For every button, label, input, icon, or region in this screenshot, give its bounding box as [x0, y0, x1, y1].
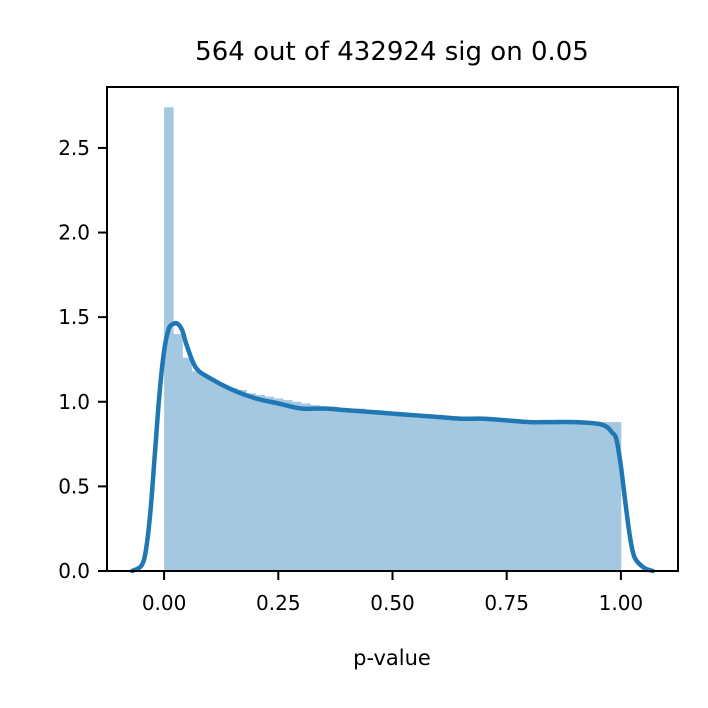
histogram-bar — [191, 371, 202, 571]
histogram-bar — [209, 381, 220, 571]
histogram-bar — [593, 422, 604, 571]
histogram-bar — [264, 396, 275, 571]
y-tick-label: 2.5 — [58, 136, 90, 160]
histogram-bar — [273, 398, 284, 571]
histogram-bar — [228, 388, 238, 571]
histogram-bar — [355, 408, 366, 571]
histogram-bar — [575, 422, 585, 571]
x-axis-ticks: 0.00 0.25 0.50 0.75 1.00 — [142, 571, 643, 615]
histogram-bar — [319, 406, 329, 571]
histogram-bar — [218, 384, 229, 571]
histogram-bar — [337, 408, 348, 571]
histogram-bar — [410, 413, 421, 571]
histogram-bar — [429, 415, 439, 571]
histogram-bar — [292, 401, 302, 571]
y-tick-label: 0.0 — [58, 559, 90, 583]
histogram-bar — [301, 403, 311, 571]
histogram-bar — [374, 410, 384, 571]
histogram-bar — [392, 411, 403, 571]
histogram-bar — [556, 423, 567, 571]
histogram-bar — [584, 422, 594, 571]
histogram-bar — [492, 418, 503, 571]
histogram-bar — [438, 417, 448, 571]
histogram-bar — [456, 417, 466, 571]
histogram-bar — [173, 334, 183, 571]
histogram-bars — [164, 107, 622, 572]
histogram-bar — [237, 389, 247, 571]
histogram-bar — [520, 420, 530, 571]
x-axis-label: p-value — [353, 646, 431, 670]
x-tick-label: 1.00 — [599, 591, 644, 615]
y-tick-label: 2.0 — [58, 221, 90, 245]
kde-curve — [129, 320, 656, 574]
histogram-bar — [401, 413, 412, 571]
histogram-bar — [566, 423, 576, 571]
histogram-bar — [200, 376, 211, 571]
histogram-bar — [383, 411, 393, 571]
x-tick-label: 0.00 — [142, 591, 187, 615]
histogram-bar — [474, 418, 485, 571]
histogram-bar — [346, 408, 357, 571]
histogram-bar — [511, 420, 521, 571]
chart-title: 564 out of 432924 sig on 0.05 — [195, 37, 589, 67]
x-tick-label: 0.75 — [484, 591, 529, 615]
histogram-bar — [483, 418, 494, 571]
x-tick-label: 0.50 — [370, 591, 415, 615]
y-tick-label: 1.5 — [58, 305, 90, 329]
histogram-bar — [502, 420, 512, 571]
histogram-bar — [611, 422, 622, 571]
histogram-bar — [447, 417, 457, 571]
histogram-bar — [547, 422, 558, 571]
x-tick-label: 0.25 — [256, 591, 301, 615]
y-tick-label: 0.5 — [58, 474, 90, 498]
histogram-bar — [246, 393, 256, 571]
y-tick-label: 1.0 — [58, 390, 90, 414]
y-axis-ticks: 0.0 0.5 1.0 1.5 2.0 2.5 — [58, 136, 107, 583]
histogram-bar — [419, 415, 430, 571]
histogram-bar — [328, 406, 339, 571]
histogram-bar — [529, 422, 540, 571]
histogram-bar — [310, 405, 320, 571]
histogram-bar — [602, 422, 613, 571]
histogram-bar — [182, 357, 192, 571]
histogram-bar — [282, 400, 293, 571]
histogram-bar — [465, 418, 476, 571]
histogram-bar — [538, 422, 549, 571]
histogram-bar — [365, 410, 375, 571]
histogram-bar — [164, 107, 174, 572]
histogram-bar — [255, 395, 265, 571]
